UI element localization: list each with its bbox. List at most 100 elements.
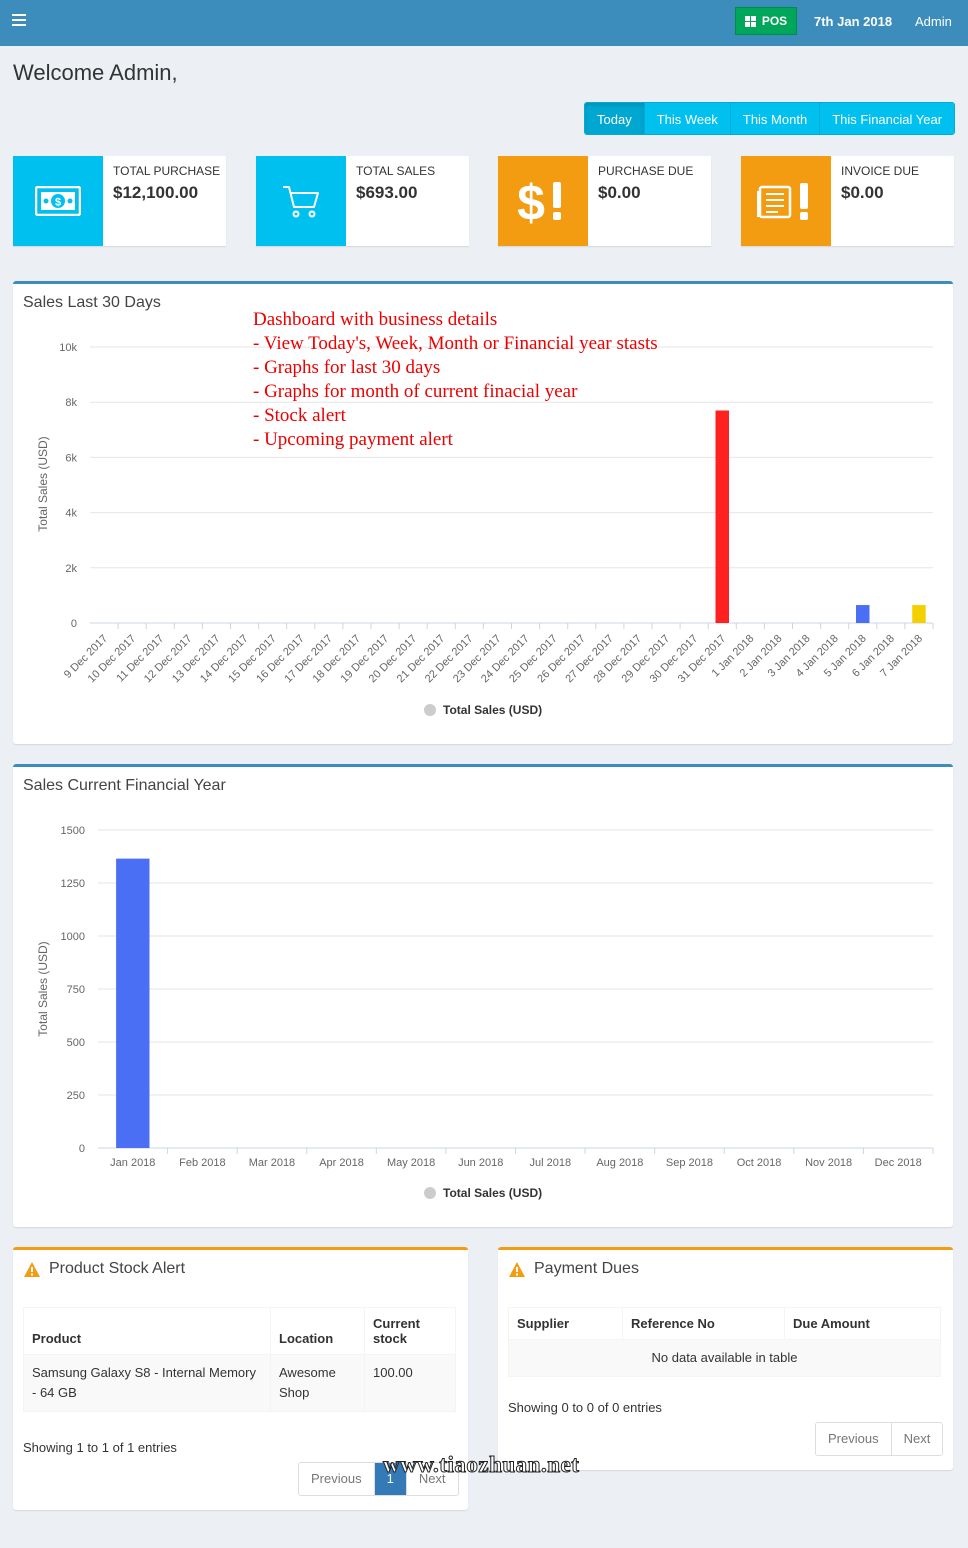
- pagination: Previous 1 Next: [298, 1462, 459, 1496]
- column-header[interactable]: Current stock: [364, 1307, 456, 1355]
- box-title: Sales Last 30 Days: [23, 294, 161, 311]
- payment-dues-table: Supplier Reference No Due Amount No data…: [508, 1307, 941, 1377]
- invoice-exclamation-icon: [741, 156, 831, 246]
- stock-cell: 100.00: [364, 1354, 456, 1412]
- column-header[interactable]: Supplier: [508, 1307, 623, 1340]
- period-today-button[interactable]: Today: [585, 103, 645, 134]
- money-icon: $: [13, 156, 103, 246]
- x-tick-label: Dec 2018: [875, 1157, 922, 1169]
- box-title: Payment Dues: [534, 1260, 639, 1277]
- x-tick-label: Jan 2018: [110, 1157, 155, 1169]
- box-title: Product Stock Alert: [49, 1260, 186, 1277]
- x-tick-label: Jul 2018: [529, 1157, 571, 1169]
- y-axis-title: Total Sales (USD): [36, 941, 50, 1036]
- y-tick-label: 500: [67, 1037, 85, 1049]
- y-tick-label: 1000: [61, 931, 85, 943]
- previous-page-button[interactable]: Previous: [299, 1463, 375, 1495]
- y-tick-label: 250: [67, 1090, 85, 1102]
- annotation-line: - Upcoming payment alert: [253, 429, 453, 450]
- info-label: INVOICE DUE: [841, 164, 920, 178]
- stock-alert-box: Product Stock Alert Product Location Cur…: [13, 1247, 468, 1510]
- info-box-total-purchase: $ TOTAL PURCHASE $12,100.00: [13, 156, 226, 246]
- x-tick-label: Apr 2018: [319, 1157, 364, 1169]
- x-tick-label: Jun 2018: [458, 1157, 503, 1169]
- x-tick-label: Sep 2018: [666, 1157, 713, 1169]
- warning-icon: [509, 1261, 525, 1277]
- annotation-line: - View Today's, Week, Month or Financial…: [253, 333, 658, 354]
- y-tick-label: 8k: [65, 397, 77, 409]
- bar: [715, 410, 729, 623]
- x-tick-label: Feb 2018: [179, 1157, 225, 1169]
- period-month-button[interactable]: This Month: [730, 103, 821, 134]
- y-tick-label: 0: [71, 618, 77, 630]
- annotation-line: - Graphs for last 30 days: [253, 357, 441, 378]
- page-1-button[interactable]: 1: [374, 1463, 407, 1495]
- svg-text:$: $: [55, 197, 61, 209]
- hamburger-icon[interactable]: [12, 14, 26, 28]
- x-tick-label: Aug 2018: [596, 1157, 643, 1169]
- y-tick-label: 1500: [61, 825, 85, 837]
- sales-30-days-box: Sales Last 30 Days 0 2k 4k 6k 8k 10k Total Sal…: [13, 281, 953, 744]
- column-header[interactable]: Product: [23, 1307, 271, 1355]
- column-header[interactable]: Due Amount: [784, 1307, 941, 1340]
- y-tick-label: 0: [79, 1143, 85, 1155]
- table-row: No data available in table: [508, 1339, 941, 1377]
- user-menu[interactable]: Admin: [915, 14, 952, 29]
- sales-financial-year-box: Sales Current Financial Year 0 250 500 750 1…: [13, 764, 953, 1227]
- table-info: Showing 0 to 0 of 0 entries: [508, 1400, 662, 1415]
- dollar-exclamation-icon: $: [498, 156, 588, 246]
- cart-icon: [256, 156, 346, 246]
- annotation-line: - Stock alert: [253, 405, 346, 426]
- header-date: 7th Jan 2018: [814, 14, 893, 29]
- info-value: $693.00: [356, 183, 418, 202]
- watermark: www.tiaozhuan.net: [382, 1452, 580, 1478]
- chart-legend: Total Sales (USD): [424, 703, 542, 717]
- legend-marker: [424, 1187, 436, 1199]
- location-cell: Awesome Shop: [270, 1354, 365, 1412]
- stock-alert-table: Product Location Current stock Samsung G…: [23, 1307, 456, 1412]
- grid-icon: [744, 15, 756, 27]
- pos-button[interactable]: POS: [735, 7, 797, 35]
- period-week-button[interactable]: This Week: [644, 103, 731, 134]
- pagination: Previous Next: [815, 1422, 944, 1456]
- info-label: PURCHASE DUE: [598, 164, 694, 178]
- chart-legend: Total Sales (USD): [424, 1186, 542, 1200]
- legend-label: Total Sales (USD): [443, 1186, 542, 1200]
- column-header[interactable]: Reference No: [622, 1307, 785, 1340]
- legend-label: Total Sales (USD): [443, 703, 542, 717]
- x-tick-label: Nov 2018: [805, 1157, 852, 1169]
- period-button-group: Today This Week This Month This Financia…: [584, 102, 956, 135]
- y-axis-title: Total Sales (USD): [36, 436, 50, 531]
- annotation-note: Dashboard with business details - View T…: [253, 308, 658, 452]
- table-row: Samsung Galaxy S8 - Internal Memory - 64…: [23, 1354, 456, 1412]
- info-box-total-sales: TOTAL SALES $693.00: [256, 156, 469, 246]
- next-page-button[interactable]: Next: [891, 1423, 943, 1455]
- column-header[interactable]: Location: [270, 1307, 365, 1355]
- bar: [116, 858, 150, 1148]
- empty-cell: No data available in table: [508, 1339, 941, 1377]
- warning-icon: [24, 1261, 40, 1277]
- y-tick-label: 2k: [65, 563, 77, 575]
- table-info: Showing 1 to 1 of 1 entries: [23, 1440, 177, 1455]
- info-label: TOTAL SALES: [356, 164, 436, 178]
- bar: [912, 605, 926, 623]
- info-value: $0.00: [841, 183, 884, 202]
- period-fy-button[interactable]: This Financial Year: [820, 103, 955, 134]
- y-tick-label: 6k: [65, 452, 77, 464]
- y-tick-label: 750: [67, 984, 85, 996]
- y-tick-label: 4k: [65, 508, 77, 520]
- top-navbar: POS 7th Jan 2018 Admin: [0, 0, 968, 46]
- previous-page-button[interactable]: Previous: [816, 1423, 892, 1455]
- y-tick-label: 1250: [61, 878, 85, 890]
- x-tick-label: Oct 2018: [737, 1157, 782, 1169]
- svg-text:$: $: [517, 176, 545, 226]
- product-cell: Samsung Galaxy S8 - Internal Memory - 64…: [23, 1354, 271, 1412]
- info-value: $0.00: [598, 183, 641, 202]
- bar: [856, 605, 870, 623]
- box-title: Sales Current Financial Year: [23, 777, 226, 794]
- payment-dues-box: Payment Dues Supplier Reference No Due A…: [498, 1247, 953, 1470]
- next-page-button[interactable]: Next: [406, 1463, 458, 1495]
- info-label: TOTAL PURCHASE: [113, 164, 221, 178]
- y-tick-label: 10k: [59, 342, 77, 354]
